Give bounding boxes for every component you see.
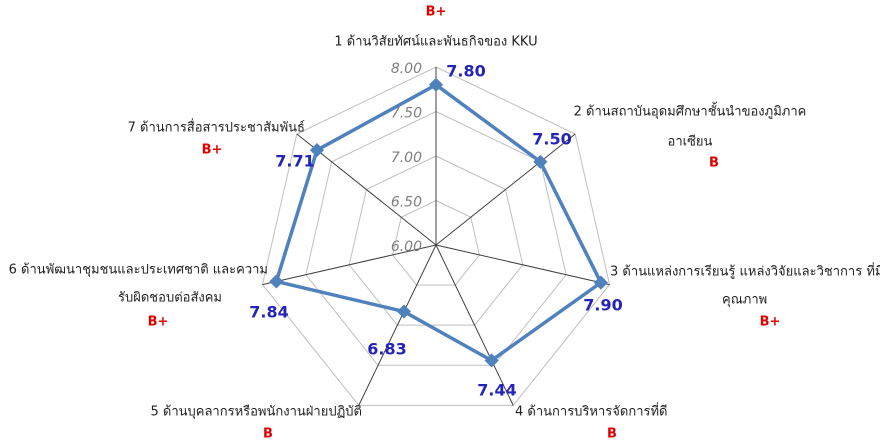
grid-ring [261, 66, 611, 406]
data-line [274, 82, 604, 363]
axis-label: 1 ด้านวิสัยทัศน์และพันธกิจของ KKU [334, 34, 537, 50]
axis-label: คุณภาพ [722, 293, 767, 308]
grade-label: B [607, 427, 617, 442]
spoke [435, 244, 610, 286]
data-point [484, 353, 499, 368]
value-label: 7.44 [477, 381, 516, 400]
data-point [428, 77, 444, 92]
axis-label: รับผิดชอบต่อสังคม [118, 291, 222, 306]
r-tick-label: 6.50 [391, 195, 422, 211]
grade-label: B [709, 156, 719, 171]
value-label: 7.90 [583, 296, 622, 315]
data-point [593, 275, 608, 290]
grid-ring [305, 110, 567, 366]
axis-label: 2 ด้านสถาบันอุดมศึกษาชั้นนำของภูมิภาค [574, 102, 807, 120]
grid-ring [392, 199, 480, 286]
data-point [396, 304, 412, 319]
grade-label: B+ [426, 5, 447, 20]
r-tick-label: 7.50 [391, 106, 422, 122]
axis-label: 7 ด้านการสื่อสารประชาสัมพันธ์ [128, 119, 305, 136]
axis-label: 5 ด้านบุคลากรหรือพนักงานฝ่ายปฏิบัติ [150, 404, 362, 420]
value-label: 7.84 [249, 303, 288, 322]
spoke [435, 133, 576, 246]
value-label: 6.83 [367, 340, 406, 359]
grade-label: B [263, 427, 273, 442]
grade-label: B+ [760, 315, 781, 330]
grade-label: B+ [148, 315, 169, 330]
axis-label: 3 ด้านแหล่งการเรียนรู้ แหล่งวิจัยและวิชา… [610, 263, 880, 280]
data-point [533, 154, 548, 169]
r-tick-label: 8.00 [391, 61, 422, 77]
data-point [269, 274, 284, 289]
value-label: 7.71 [275, 152, 314, 171]
r-tick-label: 7.00 [391, 150, 422, 166]
grid-ring [348, 155, 524, 326]
data-point [309, 143, 325, 158]
spoke [358, 244, 437, 406]
grade-label: B+ [202, 143, 223, 158]
spoke [262, 244, 437, 286]
value-label: 7.80 [446, 62, 485, 81]
value-label: 7.50 [532, 130, 571, 149]
r-tick-label: 6.00 [391, 239, 422, 255]
axis-label: 6 ด้านพัฒนาชุมชนและประเทศชาติ และความ [9, 263, 268, 278]
spoke [435, 244, 514, 406]
axis-label: อาเซียน [668, 134, 713, 150]
axis-label: 4 ด้านการบริหารจัดการที่ดี [515, 403, 668, 420]
